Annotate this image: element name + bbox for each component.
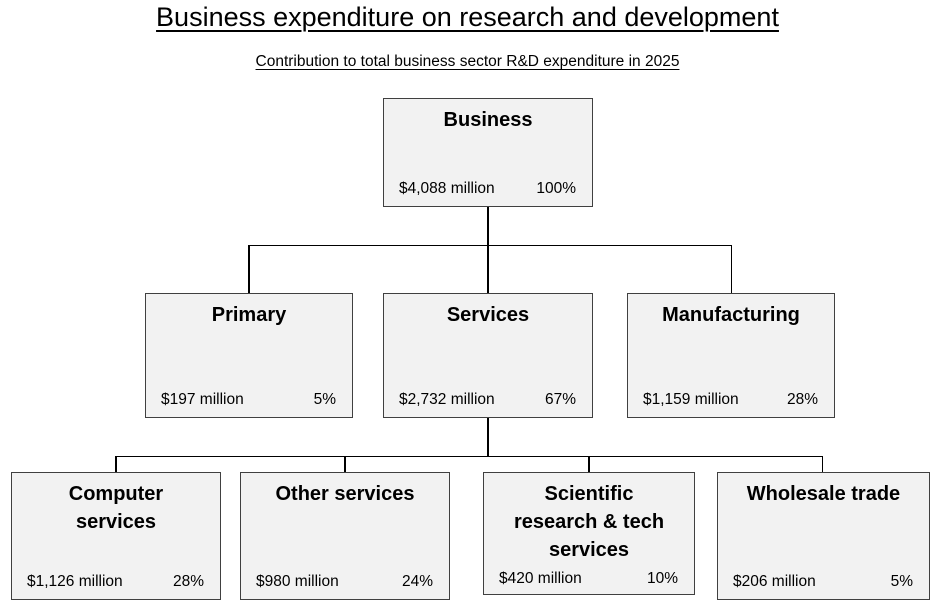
node-wholesale-trade: Wholesale trade $206 million 5% [717,472,930,600]
node-percent: 24% [401,573,433,590]
node-services: Services $2,732 million 67% [383,293,593,418]
node-business: Business $4,088 million 100% [383,98,593,207]
node-values: $1,159 million 28% [628,391,834,409]
connector-line [588,455,590,473]
node-amount: $1,126 million [27,573,123,590]
node-values: $1,126 million 28% [12,573,220,591]
node-values: $420 million 10% [484,570,694,588]
node-percent: 28% [172,573,204,590]
node-values: $197 million 5% [146,391,352,409]
connector-line [115,455,823,458]
node-amount: $4,088 million [399,180,495,197]
node-amount: $197 million [161,391,244,408]
node-amount: $1,159 million [643,391,739,408]
node-primary: Primary $197 million 5% [145,293,353,418]
node-values: $2,732 million 67% [384,391,592,409]
connector-line [487,418,489,457]
node-percent: 5% [890,573,913,590]
connector-line [821,455,824,473]
node-other-services: Other services $980 million 24% [240,472,450,600]
connector-line [730,244,733,294]
connector-line [248,244,250,294]
page-title: Business expenditure on research and dev… [156,2,779,32]
node-values: $206 million 5% [718,573,929,591]
node-label: Other services [275,483,415,505]
node-label: Scientific research & tech services [513,483,665,561]
connector-line [115,455,117,473]
node-label: Business [443,109,533,131]
node-amount: $980 million [256,573,339,590]
node-percent: 5% [313,391,336,408]
node-values: $4,088 million 100% [384,180,592,198]
node-percent: 10% [646,570,678,587]
node-label: Primary [211,304,287,326]
node-manufacturing: Manufacturing $1,159 million 28% [627,293,835,418]
connector-line [487,207,489,246]
node-values: $980 million 24% [241,573,449,591]
node-amount: $420 million [499,570,582,587]
node-computer-services: Computer services $1,126 million 28% [11,472,221,600]
page-subtitle: Contribution to total business sector R&… [255,53,680,70]
connector-line [344,455,346,473]
node-label: Wholesale trade [746,483,901,505]
node-label: Manufacturing [662,304,800,326]
node-amount: $2,732 million [399,391,495,408]
node-percent: 67% [544,391,576,408]
node-label: Services [446,304,530,326]
connector-line [248,244,732,247]
node-scientific-research-tech-services: Scientific research & tech services $420… [483,472,695,595]
node-amount: $206 million [733,573,816,590]
node-label: Computer services [68,483,164,533]
node-percent: 28% [786,391,818,408]
node-percent: 100% [536,180,576,197]
connector-line [487,244,489,294]
